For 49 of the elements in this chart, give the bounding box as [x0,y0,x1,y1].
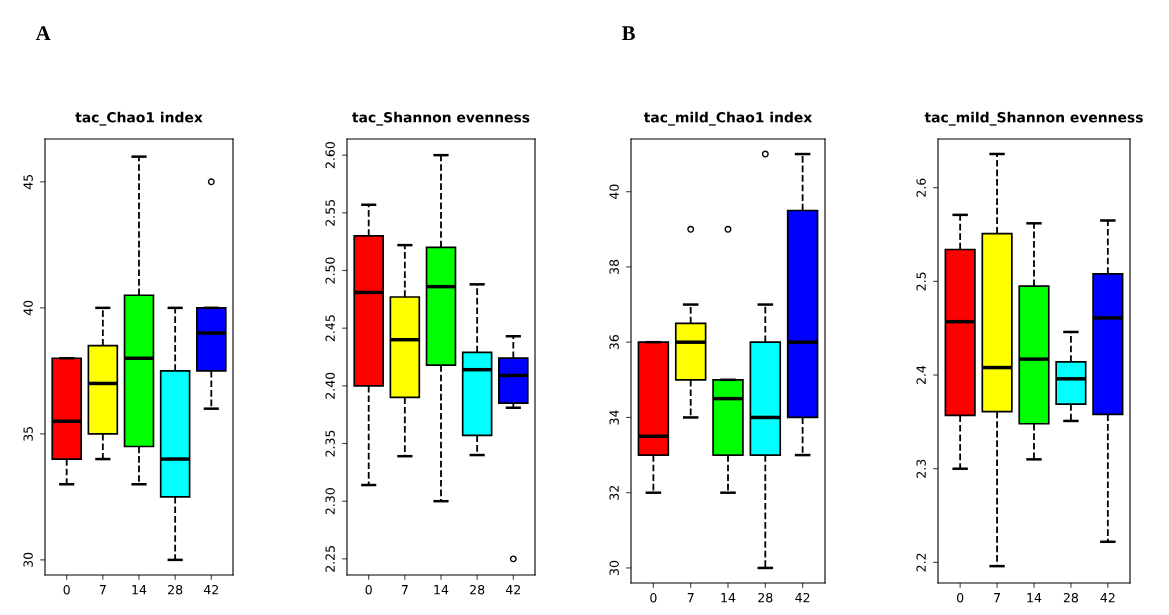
x-tick-label: 0 [365,584,372,595]
x-tick-label: 42 [203,584,219,595]
y-tick-label: 38 [609,259,619,274]
y-tick-label: 40 [23,300,33,316]
y-tick-label: 32 [609,485,619,500]
y-tick-label: 40 [609,184,619,200]
y-tick-label: 2.35 [325,430,335,457]
y-tick-label: 2.60 [325,142,335,169]
y-tick-label: 2.40 [325,372,335,399]
text: A [35,26,51,41]
x-tick-label: 7 [99,585,106,595]
x-tick-label: 14 [434,585,449,595]
x-tick-label: 42 [505,584,521,595]
x-tick-label: 0 [650,592,657,603]
y-tick-label: 34 [609,410,619,425]
x-tick-label: 7 [687,593,694,603]
x-tick-label: 0 [63,584,70,595]
y-tick-label: 2.45 [325,315,335,342]
x-tick-label: 14 [721,593,736,603]
y-tick-label: 2.2 [916,553,926,572]
y-tick-label: 2.6 [916,178,926,197]
chart-title: tac_Chao1 index [75,111,203,126]
chart-title: tac_mild_Chao1 index [643,111,813,126]
y-tick-label: 2.5 [916,272,926,291]
y-tick-label: 36 [609,335,619,350]
y-tick-label: 2.30 [325,488,335,515]
y-tick-label: 45 [23,174,33,190]
y-tick-label: 30 [609,560,619,575]
y-tick-label: 2.4 [916,365,926,385]
y-tick-label: 2.50 [325,257,335,284]
chart-title: tac_mild_Shannon evenness [924,111,1143,126]
text: B [621,26,635,41]
y-tick-label: 30 [23,552,33,567]
x-tick-label: 7 [401,585,408,595]
y-tick-label: 2.55 [325,200,335,226]
x-tick-label: 42 [1100,592,1115,603]
x-tick-label: 28 [470,584,485,595]
y-tick-label: 2.25 [325,546,335,572]
x-tick-label: 0 [957,592,964,603]
x-tick-label: 42 [795,592,810,603]
x-tick-label: 14 [1027,593,1042,603]
chart-title: tac_Shannon evenness [352,111,530,126]
x-tick-label: 14 [132,585,147,595]
x-tick-label: 28 [758,592,773,603]
x-tick-label: 28 [1063,592,1079,603]
x-tick-label: 28 [168,584,183,595]
x-tick-label: 7 [994,593,1000,603]
y-tick-label: 35 [23,427,33,441]
y-tick-label: 2.3 [916,459,926,478]
